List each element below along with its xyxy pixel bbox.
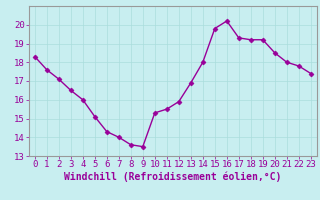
X-axis label: Windchill (Refroidissement éolien,°C): Windchill (Refroidissement éolien,°C) [64, 172, 282, 182]
